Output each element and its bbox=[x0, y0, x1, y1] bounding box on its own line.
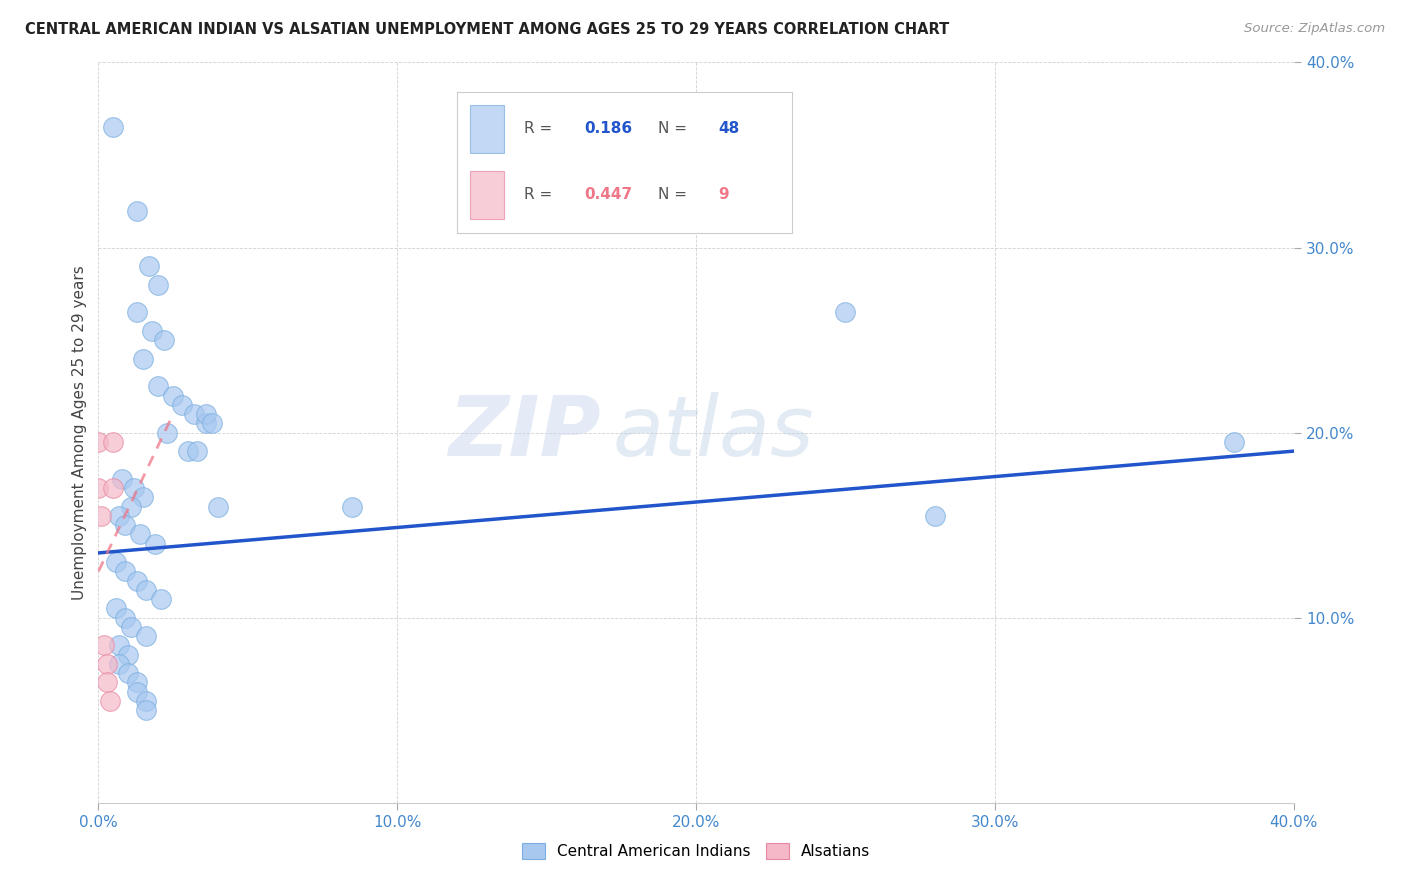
Text: ZIP: ZIP bbox=[447, 392, 600, 473]
Point bbox=[148, 277, 170, 292]
Point bbox=[127, 685, 149, 699]
Point bbox=[162, 388, 184, 402]
Text: Source: ZipAtlas.com: Source: ZipAtlas.com bbox=[1244, 22, 1385, 36]
Point bbox=[90, 508, 112, 523]
Point bbox=[183, 407, 205, 421]
Legend: Central American Indians, Alsatians: Central American Indians, Alsatians bbox=[516, 838, 876, 865]
Text: CENTRAL AMERICAN INDIAN VS ALSATIAN UNEMPLOYMENT AMONG AGES 25 TO 29 YEARS CORRE: CENTRAL AMERICAN INDIAN VS ALSATIAN UNEM… bbox=[25, 22, 949, 37]
Point bbox=[120, 500, 142, 514]
Point bbox=[135, 703, 157, 717]
Point bbox=[114, 610, 136, 624]
Point bbox=[105, 601, 128, 615]
Point bbox=[135, 629, 157, 643]
Point bbox=[132, 351, 155, 366]
Point bbox=[103, 120, 125, 135]
Point bbox=[342, 500, 364, 514]
Point bbox=[103, 434, 125, 449]
Point bbox=[98, 694, 122, 708]
Point bbox=[103, 481, 125, 495]
Point bbox=[135, 694, 157, 708]
Point bbox=[120, 620, 142, 634]
Point bbox=[127, 203, 149, 218]
Point bbox=[105, 555, 128, 569]
Point bbox=[127, 675, 149, 690]
Point bbox=[138, 259, 160, 273]
Point bbox=[924, 508, 946, 523]
Text: atlas: atlas bbox=[613, 392, 814, 473]
Point bbox=[96, 657, 118, 671]
Point bbox=[135, 582, 157, 597]
Point bbox=[87, 434, 110, 449]
Point bbox=[114, 518, 136, 533]
Point bbox=[108, 657, 131, 671]
Point bbox=[195, 407, 218, 421]
Point bbox=[127, 574, 149, 588]
Point bbox=[129, 527, 152, 541]
Point bbox=[156, 425, 179, 440]
Point bbox=[195, 417, 218, 431]
Point bbox=[201, 417, 224, 431]
Point bbox=[148, 379, 170, 393]
Point bbox=[153, 333, 176, 347]
Point bbox=[127, 305, 149, 319]
Point bbox=[141, 324, 163, 338]
Point bbox=[150, 592, 173, 607]
Point bbox=[143, 536, 166, 550]
Point bbox=[111, 472, 134, 486]
Point bbox=[96, 675, 118, 690]
Point bbox=[108, 508, 131, 523]
Point bbox=[124, 481, 146, 495]
Point bbox=[177, 444, 200, 458]
Point bbox=[87, 481, 110, 495]
Point bbox=[132, 491, 155, 505]
Point bbox=[834, 305, 856, 319]
Point bbox=[108, 639, 131, 653]
Point bbox=[93, 639, 115, 653]
Point bbox=[207, 500, 229, 514]
Point bbox=[117, 666, 139, 681]
Point bbox=[1223, 434, 1246, 449]
Point bbox=[186, 444, 208, 458]
Point bbox=[114, 565, 136, 579]
Point bbox=[117, 648, 139, 662]
Point bbox=[172, 398, 194, 412]
Y-axis label: Unemployment Among Ages 25 to 29 years: Unemployment Among Ages 25 to 29 years bbox=[72, 265, 87, 600]
